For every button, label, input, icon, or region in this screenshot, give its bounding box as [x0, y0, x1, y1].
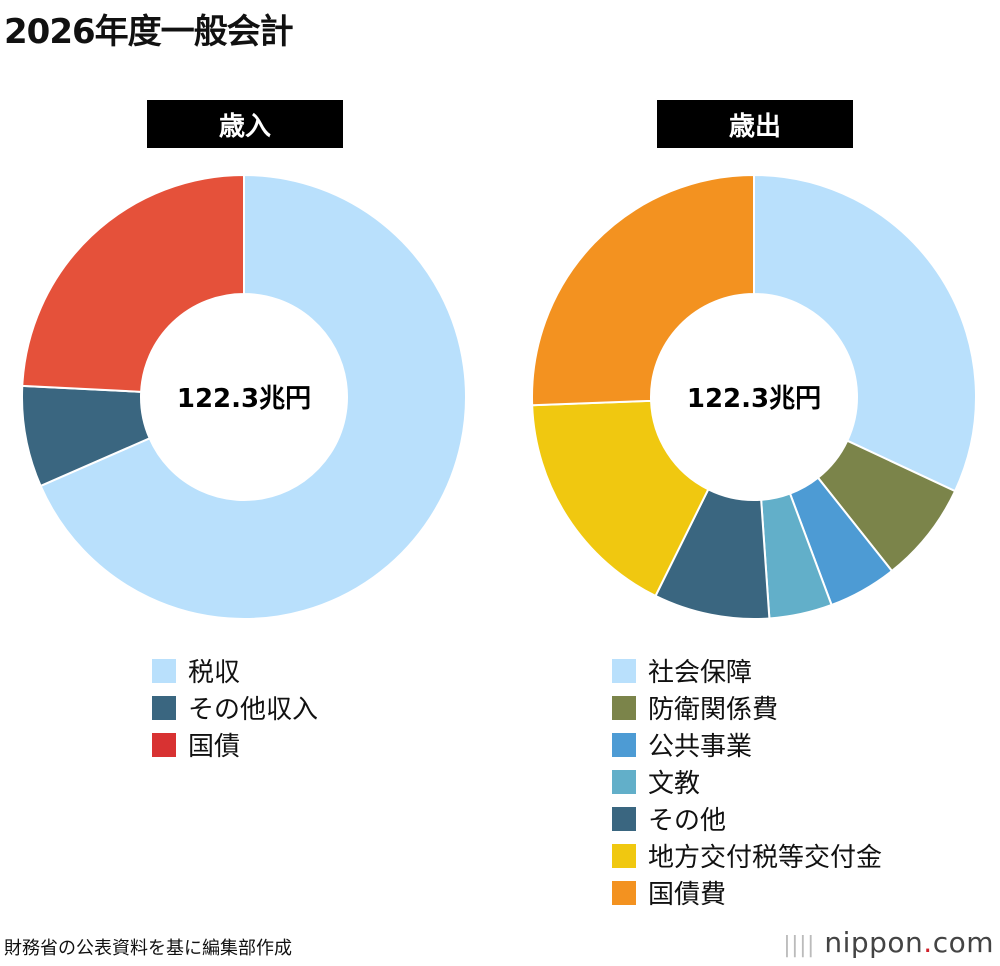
center-total-label: 122.3兆円 [687, 384, 821, 414]
legend-item: 防衛関係費 [612, 689, 882, 726]
source-note: 財務省の公表資料を基に編集部作成 [4, 938, 292, 959]
legend-item: 地方交付税等交付金 [612, 837, 882, 874]
donut-slice-社会保障 [753, 173, 977, 493]
legend-label: その他収入 [188, 695, 319, 725]
legend-swatch [152, 695, 176, 720]
legend-label: 税収 [188, 658, 241, 688]
legend-label: 公共事業 [648, 732, 753, 762]
legend-label: 国債費 [648, 880, 727, 910]
donut-slice-国債費 [531, 173, 755, 407]
chart-title: 2026年度一般会計 [4, 12, 294, 52]
legend-item: 公共事業 [612, 726, 882, 763]
legend-item: 国債 [152, 726, 318, 763]
legend-swatch [612, 880, 636, 905]
legend-item: 文教 [612, 763, 882, 800]
expenditure-donut: 122.3兆円 [531, 173, 977, 620]
expenditure-header: 歳出 [657, 100, 853, 148]
legend-swatch [612, 658, 636, 683]
legend-label: 地方交付税等交付金 [648, 843, 883, 873]
legend-swatch [612, 806, 636, 831]
donut-slice-税収 [39, 173, 467, 620]
legend-item: 社会保障 [612, 652, 882, 689]
legend-label: その他 [648, 806, 727, 836]
revenue-legend: 税収 その他収入 国債 [152, 652, 318, 763]
legend-swatch [152, 732, 176, 757]
legend-item: その他 [612, 800, 882, 837]
legend-label: 文教 [648, 769, 701, 799]
donut-slice-国債 [21, 173, 245, 393]
legend-item: その他収入 [152, 689, 318, 726]
donut-slice-地方交付税等交付金 [531, 399, 710, 598]
legend-item: 税収 [152, 652, 318, 689]
legend-swatch [612, 732, 636, 757]
revenue-header: 歳入 [147, 100, 343, 148]
legend-label: 防衛関係費 [648, 695, 779, 725]
center-total-label: 122.3兆円 [177, 384, 311, 414]
legend-swatch [612, 843, 636, 868]
legend-swatch [612, 769, 636, 794]
legend-swatch [152, 658, 176, 683]
legend-swatch [612, 695, 636, 720]
expenditure-legend: 社会保障防衛関係費公共事業文教その他地方交付税等交付金 国債費 [612, 652, 882, 911]
legend-label: 社会保障 [648, 658, 753, 688]
legend-label: 国債 [188, 732, 241, 762]
legend-item: 国債費 [612, 874, 882, 911]
revenue-donut: 122.3兆円 [21, 173, 467, 620]
nippon-logo: |||| nippon.com [783, 926, 994, 959]
